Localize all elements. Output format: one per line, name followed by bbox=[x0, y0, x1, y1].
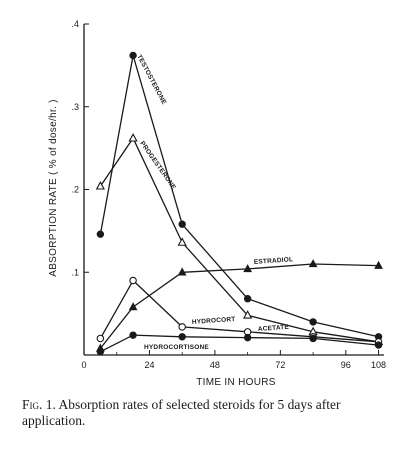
figure-number: Fig. 1. bbox=[22, 397, 56, 412]
x-axis-title: TIME IN HOURS bbox=[196, 377, 275, 388]
data-point-progesterone bbox=[177, 237, 187, 246]
series-line-progesterone bbox=[99, 137, 379, 343]
chart-lines bbox=[99, 54, 379, 353]
data-point-testosterone bbox=[243, 295, 252, 303]
x-tick-label: 108 bbox=[371, 360, 386, 370]
series-line-estradiol bbox=[99, 263, 379, 349]
data-point-estradiol bbox=[374, 260, 383, 269]
data-point-estradiol bbox=[308, 259, 318, 268]
data-point-progesterone bbox=[243, 310, 253, 319]
chart-ticks: 0 24 48 72 96 108 .1 .2 .3 .4 bbox=[71, 19, 386, 370]
data-point-testosterone bbox=[129, 51, 137, 60]
figure-caption: Fig. 1. Absorption rates of selected ste… bbox=[22, 397, 400, 429]
y-tick-label: .1 bbox=[71, 267, 79, 277]
series-line-hydrocort bbox=[99, 279, 379, 343]
series-label-progesterone: PROGESTERONE bbox=[138, 140, 177, 191]
data-point-testosterone bbox=[178, 220, 186, 228]
data-point-hydrocort bbox=[96, 334, 105, 343]
chart-markers bbox=[95, 51, 384, 356]
data-point-progesterone bbox=[128, 133, 138, 142]
y-tick-label: .4 bbox=[71, 19, 79, 29]
data-point-hydrocortisone bbox=[129, 331, 137, 339]
series-label-estradiol: ESTRADIOL bbox=[254, 256, 294, 266]
data-point-hydrocortisone bbox=[96, 347, 105, 356]
series-line-testosterone bbox=[99, 54, 379, 338]
data-point-estradiol bbox=[177, 267, 187, 276]
data-point-estradiol bbox=[243, 264, 253, 273]
x-tick-label: 72 bbox=[275, 360, 285, 370]
caption-text: Absorption rates of selected steroids fo… bbox=[22, 397, 341, 428]
x-tick-label: 96 bbox=[341, 360, 351, 370]
data-point-hydrocortisone bbox=[243, 333, 252, 342]
series-label-acetate: ACETATE bbox=[258, 324, 290, 333]
data-point-estradiol bbox=[128, 302, 138, 311]
data-point-hydrocortisone bbox=[309, 334, 317, 343]
series-label-hydrocort: HYDROCORT bbox=[192, 316, 236, 326]
y-axis-title: ABSORPTION RATE ( % of dose/hr. ) bbox=[48, 99, 59, 277]
x-tick-label: 24 bbox=[144, 360, 154, 370]
data-point-hydrocortisone bbox=[374, 341, 383, 349]
data-point-testosterone bbox=[96, 230, 105, 238]
series-line-hydrocortisone bbox=[100, 334, 379, 353]
y-tick-label: .3 bbox=[71, 102, 79, 112]
data-point-hydrocortisone bbox=[178, 333, 186, 341]
chart-axes bbox=[83, 24, 384, 356]
y-tick-label: .2 bbox=[71, 185, 79, 195]
series-label-hydrocortisone: HYDROCORTISONE bbox=[144, 344, 209, 351]
x-tick-label: 0 bbox=[81, 360, 86, 370]
data-point-hydrocort bbox=[129, 276, 137, 285]
data-point-testosterone bbox=[309, 318, 317, 326]
data-point-progesterone bbox=[95, 181, 105, 190]
x-tick-label: 48 bbox=[210, 360, 220, 370]
data-point-hydrocort bbox=[178, 323, 186, 331]
